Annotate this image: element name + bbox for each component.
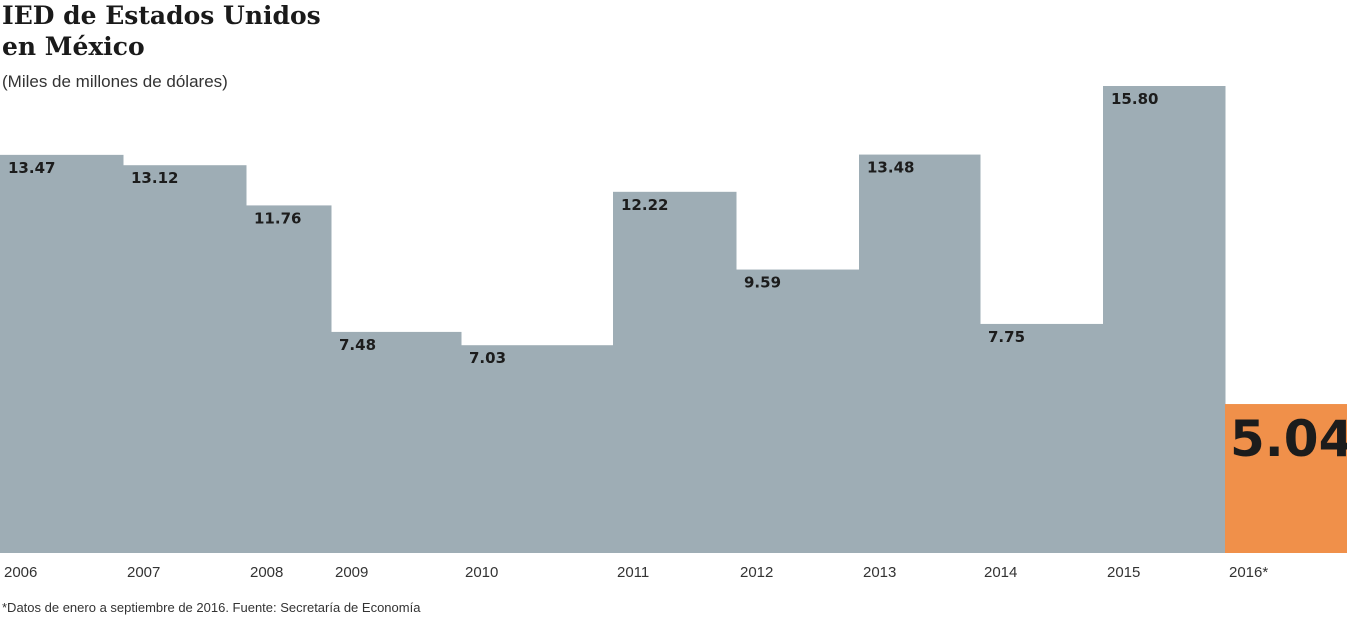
x-tick-2010: 2010 <box>465 564 498 581</box>
x-tick-2012: 2012 <box>740 564 773 581</box>
x-tick-2011: 2011 <box>617 564 649 581</box>
bar-2012 <box>736 269 860 553</box>
value-label-2007: 13.12 <box>131 169 178 187</box>
value-label-2010: 7.03 <box>469 349 506 367</box>
value-label-2015: 15.80 <box>1111 90 1158 108</box>
bar-2008 <box>246 205 332 553</box>
bar-2006 <box>0 154 124 553</box>
value-label-2008: 11.76 <box>254 209 301 227</box>
chart-title-line-2: en México <box>2 32 145 61</box>
bar-chart: 13.47 2006 13.12 2007 11.76 2008 7.48 2009 7.03 2… <box>0 86 1347 581</box>
value-label-2012: 9.59 <box>744 274 781 292</box>
bar-2016 <box>1225 404 1347 553</box>
bar-2007 <box>123 165 247 554</box>
chart-subtitle: (Miles de millones de dólares) <box>2 72 228 91</box>
bar-2013 <box>859 154 981 554</box>
x-tick-2014: 2014 <box>984 564 1017 581</box>
chart-footnote: *Datos de enero a septiembre de 2016. Fu… <box>2 600 421 615</box>
x-tick-2013: 2013 <box>863 564 896 581</box>
bar-2015 <box>1103 86 1226 553</box>
x-tick-2008: 2008 <box>250 564 283 581</box>
chart-title: IED de Estados Unidos en México <box>2 0 321 62</box>
x-tick-2006: 2006 <box>4 564 37 581</box>
chart-title-line-1: IED de Estados Unidos <box>2 1 321 30</box>
bar-2010 <box>461 345 614 553</box>
value-label-2016: 5.04 <box>1230 410 1347 468</box>
x-tick-2009: 2009 <box>335 564 368 581</box>
x-tick-2007: 2007 <box>127 564 160 581</box>
value-label-2013: 13.48 <box>867 159 914 177</box>
value-label-2006: 13.47 <box>8 159 55 177</box>
value-label-2014: 7.75 <box>988 328 1025 346</box>
bar-2011 <box>613 191 737 554</box>
bar-2014 <box>980 323 1104 553</box>
x-tick-2016: 2016* <box>1229 564 1268 581</box>
x-tick-2015: 2015 <box>1107 564 1140 581</box>
value-label-2011: 12.22 <box>621 196 668 214</box>
bar-2009 <box>331 331 462 553</box>
value-label-2009: 7.48 <box>339 336 376 354</box>
